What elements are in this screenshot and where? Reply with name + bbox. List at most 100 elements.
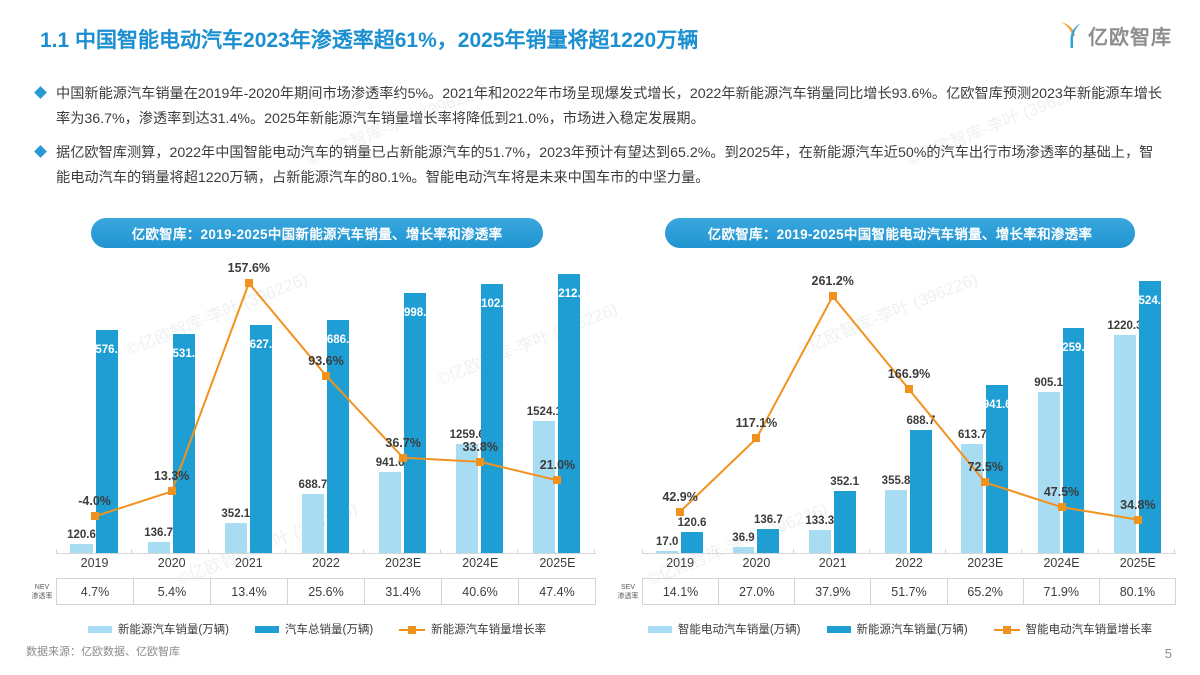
legend-item[interactable]: 汽车总销量(万辆) [255, 621, 373, 637]
bar-group: 941.6 2998.4 [365, 258, 441, 554]
bar-value-label: 133.3 [805, 515, 835, 528]
bar: 2576.9 [89, 329, 124, 554]
bar-value-label: 355.8 [881, 475, 911, 488]
legend-label: 汽车总销量(万辆) [285, 624, 374, 636]
penetration-cell: 51.7% [871, 579, 948, 604]
bar-value-label: 1259.6 [1055, 342, 1092, 355]
bar: 3102.3 [475, 283, 510, 554]
plot-area: 17.0 120.6 36.9 136.7 133.3 352.1 355.8 688.7 61… [614, 258, 1186, 576]
bar: 136.7 [754, 514, 783, 554]
bar: 613.7 [958, 429, 987, 554]
bar-value-label: 1259.6 [449, 429, 485, 442]
legend-item[interactable]: 新能源汽车销量增长率 [399, 621, 546, 637]
list-item: 中国新能源汽车销量在2019年-2020年期间市场渗透率约5%。2021年和20… [34, 82, 1166, 132]
bar: 1259.6 [1056, 328, 1091, 554]
bar: 2627.5 [243, 325, 278, 554]
x-axis-labels: 2019 2020 2021 2022 2023E 2024E 2025E [56, 556, 596, 576]
bullet-list: 中国新能源汽车销量在2019年-2020年期间市场渗透率约5%。2021年和20… [34, 82, 1166, 200]
bar-column: 613.7 941.6 [947, 258, 1023, 554]
penetration-cell: 80.1% [1119, 584, 1156, 599]
bar: 2998.4 [398, 292, 433, 554]
penetration-cell: 47.4% [539, 584, 575, 599]
page-title: 1.1 中国智能电动汽车2023年渗透率超61%，2025年销量将超1220万辆 [40, 29, 699, 52]
bar-column: 941.6 2998.4 [365, 258, 442, 554]
bar-value-label: 3102.3 [474, 297, 510, 310]
penetration-cell: 4.7% [57, 579, 134, 604]
x-axis-label: 2023E [385, 556, 422, 570]
diamond-bullet-icon [34, 145, 47, 158]
legend-label: 智能电动汽车销量(万辆) [677, 624, 801, 636]
bar: 355.8 [882, 475, 910, 554]
x-axis-label: 2019 [666, 556, 695, 570]
x-axis-label: 2021 [234, 556, 263, 570]
penetration-cells: 4.7% 5.4% 13.4% 25.6% 31.4% 40.6% 47.4% [56, 578, 596, 605]
bar-group: 133.3 352.1 [795, 258, 870, 554]
bar-column: 1220.3 1524.1 [1100, 258, 1176, 554]
penetration-key-line2: 渗透率 [31, 592, 53, 600]
legend-item[interactable]: 智能电动汽车销量增长率 [993, 621, 1152, 637]
x-axis-label: 2025E [539, 556, 576, 570]
bar: 941.6 [983, 385, 1012, 554]
bar-value-label: 905.1 [1034, 376, 1064, 389]
x-axis-label: 2021 [818, 556, 847, 570]
penetration-cell: 13.4% [211, 579, 288, 604]
penetration-key-line1: NEV [34, 583, 50, 591]
legend-label: 新能源汽车销量(万辆) [856, 624, 968, 636]
chart-title: 亿欧智库：2019-2025中国智能电动汽车销量、增长率和渗透率 [665, 218, 1135, 248]
bar-group: 120.6 2576.9 [56, 258, 132, 554]
bar-column: 17.0 120.6 [642, 258, 718, 554]
penetration-cell: 65.2% [948, 579, 1024, 604]
plot-inner: 17.0 120.6 36.9 136.7 133.3 352.1 355.8 688.7 61… [642, 258, 1176, 554]
bar-value-label: 3212.6 [551, 288, 588, 301]
brand-logo: 亿欧智库 [1058, 20, 1172, 50]
penetration-cell: 71.9% [1024, 579, 1100, 604]
bar-value-label: 352.1 [221, 508, 251, 521]
bar-value-label: 1524.1 [526, 406, 562, 419]
bar-column: 133.3 352.1 [795, 258, 871, 554]
bar-value-label: 2627.5 [243, 339, 279, 352]
penetration-row: SEV 渗透率 14.1% 27.0% 37.9% 51.7% 65.2% 71.9% 80… [614, 578, 1186, 605]
bar-value-label: 2998.4 [397, 306, 433, 319]
x-axis-label: 2025E [1119, 556, 1156, 570]
bar-value-label: 1220.3 [1107, 320, 1143, 333]
bar: 1524.1 [527, 406, 562, 554]
bar: 688.7 [907, 415, 935, 554]
bar-value-label: 17.0 [656, 535, 679, 548]
penetration-cells: 14.1% 27.0% 37.9% 51.7% 65.2% 71.9% 80.1% [642, 578, 1176, 605]
plot-area: 120.6 2576.9 136.7 2531.1 352.1 2627.5 688.7 26… [28, 258, 606, 576]
bar-group: 1259.6 3102.3 [442, 258, 518, 554]
bar-group: 36.9 136.7 [718, 258, 793, 554]
legend-item[interactable]: 智能电动汽车销量(万辆) [647, 621, 801, 637]
bar-column: 136.7 2531.1 [133, 258, 210, 554]
legend-line-swatch-icon [399, 625, 426, 634]
bar-group: 1524.1 3212.6 [519, 258, 595, 554]
legend-label: 新能源汽车销量增长率 [431, 624, 547, 636]
bar-column: 352.1 2627.5 [210, 258, 287, 554]
chart-legend: 新能源汽车销量(万辆) 汽车总销量(万辆) 新能源汽车销量增长率 [28, 621, 606, 637]
bar: 1220.3 [1107, 320, 1143, 554]
bar-value-label: 688.7 [906, 415, 936, 428]
legend-item[interactable]: 新能源汽车销量(万辆) [826, 621, 968, 637]
bar: 3212.6 [552, 274, 587, 554]
x-axis-line [56, 553, 596, 554]
legend-swatch-icon [826, 625, 851, 633]
bar-group: 355.8 688.7 [871, 258, 946, 554]
bar-value-label: 2576.9 [89, 343, 125, 356]
penetration-key-line1: SEV [620, 583, 635, 591]
bar-column: 1259.6 3102.3 [442, 258, 519, 554]
bar-value-label: 941.6 [982, 399, 1012, 412]
bar: 688.7 [299, 479, 327, 554]
bar-value-label: 120.6 [677, 517, 707, 530]
legend-label: 新能源汽车销量(万辆) [117, 624, 229, 636]
bar-column: 905.1 1259.6 [1023, 258, 1099, 554]
bar-column: 688.7 2686.4 [287, 258, 364, 554]
penetration-key-line2: 渗透率 [617, 592, 639, 600]
bar: 1259.6 [450, 429, 485, 554]
x-axis-line [642, 553, 1176, 554]
bar-value-label: 688.7 [298, 479, 328, 492]
list-item: 据亿欧智库测算，2022年中国智能电动汽车的销量已占新能源汽车的51.7%，20… [34, 141, 1166, 191]
x-axis-label: 2023E [967, 556, 1004, 570]
legend-item[interactable]: 新能源汽车销量(万辆) [87, 621, 229, 637]
x-axis-label: 2024E [462, 556, 499, 570]
